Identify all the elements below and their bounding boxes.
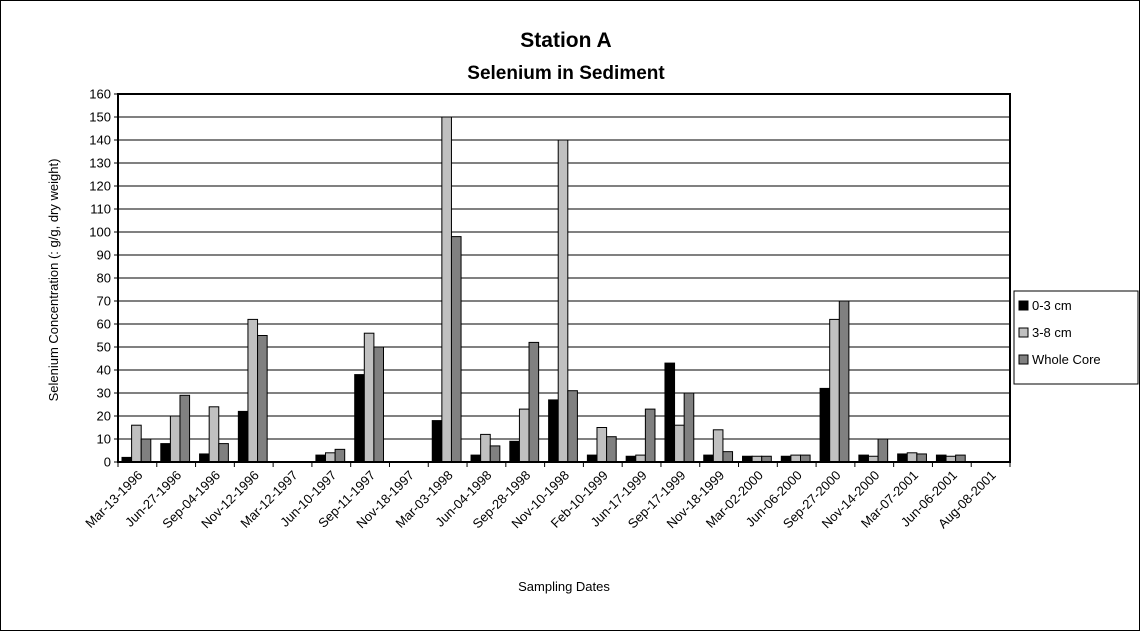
- bar-0-3-cm: [548, 399, 559, 463]
- bar-whole-core: [683, 392, 695, 463]
- bar-0-3-cm: [858, 454, 869, 463]
- y-tick-label: 20: [97, 409, 111, 424]
- y-tick-label: 130: [89, 156, 111, 171]
- bar-whole-core: [606, 436, 617, 463]
- y-tick-label: 10: [97, 432, 111, 447]
- bar-0-3-cm: [935, 454, 947, 463]
- y-tick-label: 80: [97, 271, 111, 286]
- bar-0-3-cm: [897, 453, 908, 463]
- bar-3-8-cm: [325, 452, 336, 463]
- bar-3-8-cm: [674, 424, 685, 463]
- bar-3-8-cm: [712, 429, 724, 463]
- bar-whole-core: [450, 236, 462, 463]
- bar-3-8-cm: [829, 318, 840, 463]
- bar-3-8-cm: [635, 454, 646, 463]
- bar-whole-core: [800, 454, 811, 463]
- legend-label-whole-core: Whole Core: [1032, 352, 1101, 367]
- y-tick-label: 60: [97, 317, 111, 332]
- bar-0-3-cm: [354, 374, 365, 463]
- y-tick-label: 90: [97, 248, 111, 263]
- bar-3-8-cm: [247, 318, 259, 463]
- bar-whole-core: [489, 445, 501, 463]
- bar-whole-core: [334, 448, 346, 463]
- bar-whole-core: [838, 300, 850, 463]
- bar-whole-core: [916, 453, 927, 463]
- bar-3-8-cm: [131, 424, 142, 463]
- bar-3-8-cm: [208, 406, 220, 463]
- bar-3-8-cm: [790, 454, 802, 463]
- bar-whole-core: [257, 335, 268, 463]
- bar-0-3-cm: [509, 440, 520, 463]
- y-axis-title: Selenium Concentration (: g/g, dry weigh…: [46, 159, 61, 402]
- y-tick-label: 160: [89, 87, 111, 102]
- bar-0-3-cm: [315, 454, 327, 463]
- bar-3-8-cm: [363, 332, 375, 463]
- y-tick-label: 40: [97, 363, 111, 378]
- bar-whole-core: [218, 443, 229, 463]
- legend-swatch-whole-core: [1018, 354, 1029, 365]
- bar-whole-core: [567, 390, 578, 463]
- y-tick-label: 0: [104, 455, 111, 470]
- legend: 0-3 cm 3-8 cm Whole Core: [1013, 290, 1139, 385]
- bar-0-3-cm: [819, 387, 831, 463]
- chart-title: Station A: [520, 29, 611, 52]
- bar-0-3-cm: [160, 443, 171, 463]
- bar-whole-core: [722, 451, 734, 463]
- bar-whole-core: [179, 394, 191, 463]
- bar-whole-core: [955, 454, 966, 463]
- bar-3-8-cm: [596, 427, 608, 463]
- bar-whole-core: [528, 341, 540, 463]
- bar-0-3-cm: [664, 362, 676, 463]
- legend-box: [1013, 290, 1139, 385]
- y-tick-label: 100: [89, 225, 111, 240]
- bar-whole-core: [373, 346, 384, 463]
- y-tick-label: 50: [97, 340, 111, 355]
- bar-0-3-cm: [586, 454, 598, 463]
- bar-3-8-cm: [169, 415, 181, 463]
- bars: [121, 116, 966, 463]
- y-tick-label: 70: [97, 294, 111, 309]
- legend-swatch-3-8-cm: [1018, 327, 1029, 338]
- y-tick-label: 140: [89, 133, 111, 148]
- plot-border: [117, 93, 1011, 463]
- bar-0-3-cm: [703, 454, 714, 463]
- y-tick-label: 150: [89, 110, 111, 125]
- bar-3-8-cm: [441, 116, 452, 463]
- legend-swatch-0-3-cm: [1018, 300, 1029, 311]
- bar-3-8-cm: [906, 452, 918, 463]
- bar-0-3-cm: [199, 453, 210, 463]
- legend-label-0-3-cm: 0-3 cm: [1032, 298, 1072, 313]
- x-axis-title: Sampling Dates: [518, 579, 610, 594]
- y-tick-label: 120: [89, 179, 111, 194]
- chart-subtitle: Selenium in Sediment: [467, 63, 665, 84]
- bar-whole-core: [140, 438, 152, 463]
- legend-label-3-8-cm: 3-8 cm: [1032, 325, 1072, 340]
- bar-whole-core: [644, 408, 656, 463]
- bar-3-8-cm: [518, 408, 530, 463]
- bar-3-8-cm: [557, 139, 569, 463]
- bar-whole-core: [877, 438, 889, 463]
- bar-0-3-cm: [237, 410, 249, 463]
- y-tick-label: 30: [97, 386, 111, 401]
- bar-0-3-cm: [431, 420, 443, 463]
- bar-3-8-cm: [480, 433, 491, 463]
- bar-0-3-cm: [470, 454, 482, 463]
- y-tick-label: 110: [90, 202, 111, 217]
